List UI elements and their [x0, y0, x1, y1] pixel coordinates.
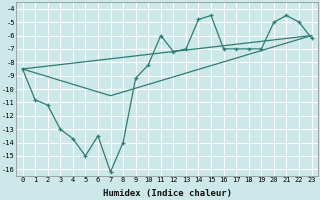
X-axis label: Humidex (Indice chaleur): Humidex (Indice chaleur)	[103, 189, 232, 198]
